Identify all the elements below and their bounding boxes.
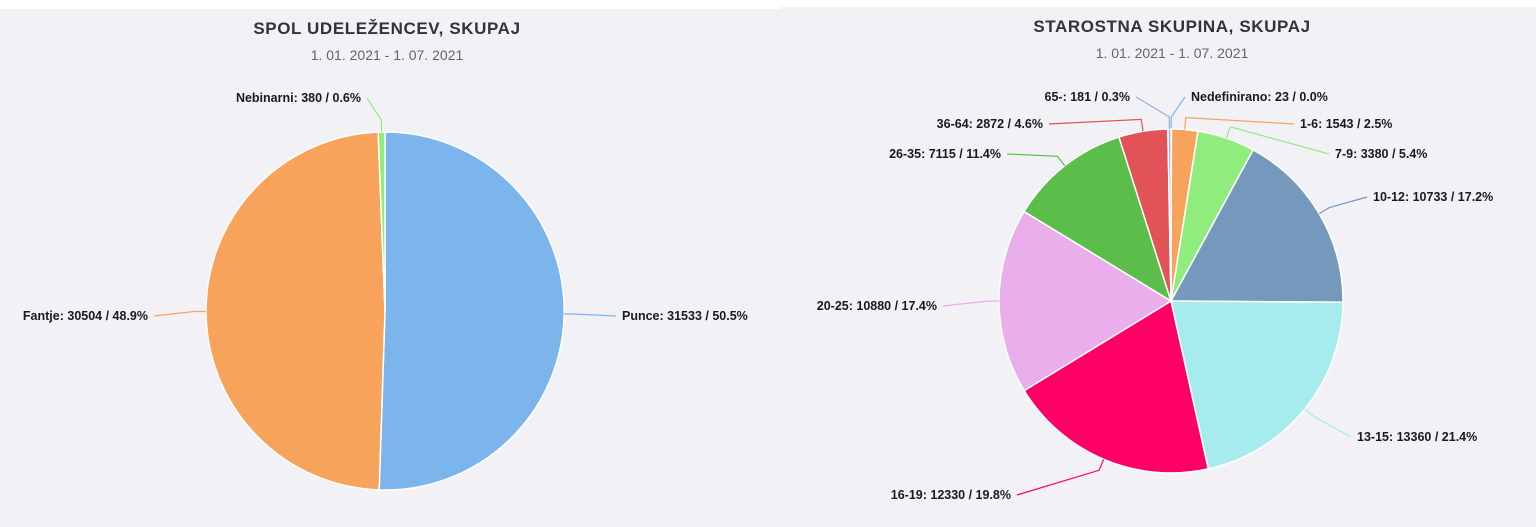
pie-slice-fantje[interactable]	[205, 131, 386, 491]
gender-pie-chart: SPOL UDELEŽENCEV, SKUPAJ 1. 01. 2021 - 1…	[23, 19, 748, 491]
data-label-1-6: 1-6: 1543 / 2.5%	[1300, 117, 1392, 131]
data-label-26-35: 26-35: 7115 / 11.4%	[889, 147, 1001, 161]
connector-13-15	[1304, 408, 1352, 438]
data-label-punce: Punce: 31533 / 50.5%	[622, 309, 748, 323]
connector-10-12	[1318, 196, 1368, 215]
connector-fantje	[153, 310, 206, 317]
connector-36-64	[1048, 118, 1144, 132]
pie-slice-26-35[interactable]	[1023, 136, 1172, 302]
data-label-20-25: 20-25: 10880 / 17.4%	[817, 299, 937, 313]
pie-slice-nebinarni[interactable]	[377, 131, 386, 312]
connector-16-19	[1016, 459, 1105, 496]
connector-26-35	[1006, 153, 1066, 167]
gender-chart-panel: SPOL UDELEŽENCEV, SKUPAJ 1. 01. 2021 - 1…	[0, 9, 781, 527]
connector-nebinarni	[366, 97, 383, 133]
pie-slice-65[interactable]	[1167, 128, 1172, 302]
connector-20-25	[942, 300, 999, 307]
pie-slice-punce[interactable]	[378, 131, 565, 491]
connector-7-9	[1225, 126, 1330, 155]
pie-slice-10-12[interactable]	[1170, 149, 1344, 304]
chart-subtitle: 1. 01. 2021 - 1. 07. 2021	[311, 47, 464, 63]
chart-title: SPOL UDELEŽENCEV, SKUPAJ	[253, 19, 520, 38]
age-pie-chart: STAROSTNA SKUPINA, SKUPAJ 1. 01. 2021 - …	[817, 17, 1493, 502]
data-label-7-9: 7-9: 3380 / 5.4%	[1335, 147, 1427, 161]
connector-65	[1135, 96, 1170, 130]
data-label-nebinarni: Nebinarni: 380 / 0.6%	[236, 91, 361, 105]
age-chart-panel: STAROSTNA SKUPINA, SKUPAJ 1. 01. 2021 - …	[781, 7, 1536, 527]
chart-title: STAROSTNA SKUPINA, SKUPAJ	[1033, 17, 1310, 36]
connector-punce	[563, 313, 617, 317]
connector-1-6	[1184, 116, 1295, 130]
data-label-nedefinirano: Nedefinirano: 23 / 0.0%	[1191, 90, 1328, 104]
chart-subtitle: 1. 01. 2021 - 1. 07. 2021	[1096, 45, 1249, 61]
data-label-36-64: 36-64: 2872 / 4.6%	[937, 117, 1043, 131]
connector-nedefinirano	[1170, 96, 1186, 129]
data-label-10-12: 10-12: 10733 / 17.2%	[1373, 190, 1493, 204]
pie-slice-20-25[interactable]	[998, 210, 1172, 392]
data-label-16-19: 16-19: 12330 / 19.8%	[891, 488, 1011, 502]
data-label-13-15: 13-15: 13360 / 21.4%	[1357, 430, 1477, 444]
data-label-fantje: Fantje: 30504 / 48.9%	[23, 309, 148, 323]
data-label-65: 65-: 181 / 0.3%	[1045, 90, 1130, 104]
pie-slice-16-19[interactable]	[1023, 300, 1210, 474]
